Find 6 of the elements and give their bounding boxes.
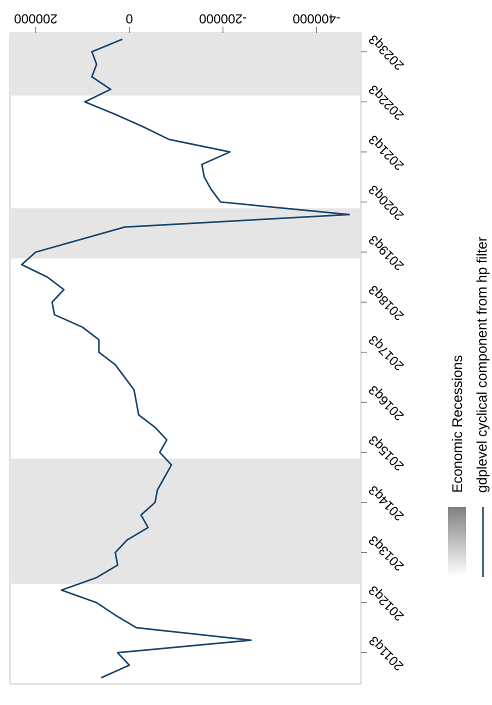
x-tick-label: -400000: [293, 14, 340, 24]
x-tick-label: 0: [126, 14, 132, 24]
x-tick-label: 200000: [14, 14, 57, 24]
text: Economic Recessions: [452, 356, 462, 492]
x-tick-label: -200000: [200, 14, 246, 24]
text: gdplevel cyclical component from hp filter: [476, 237, 490, 492]
